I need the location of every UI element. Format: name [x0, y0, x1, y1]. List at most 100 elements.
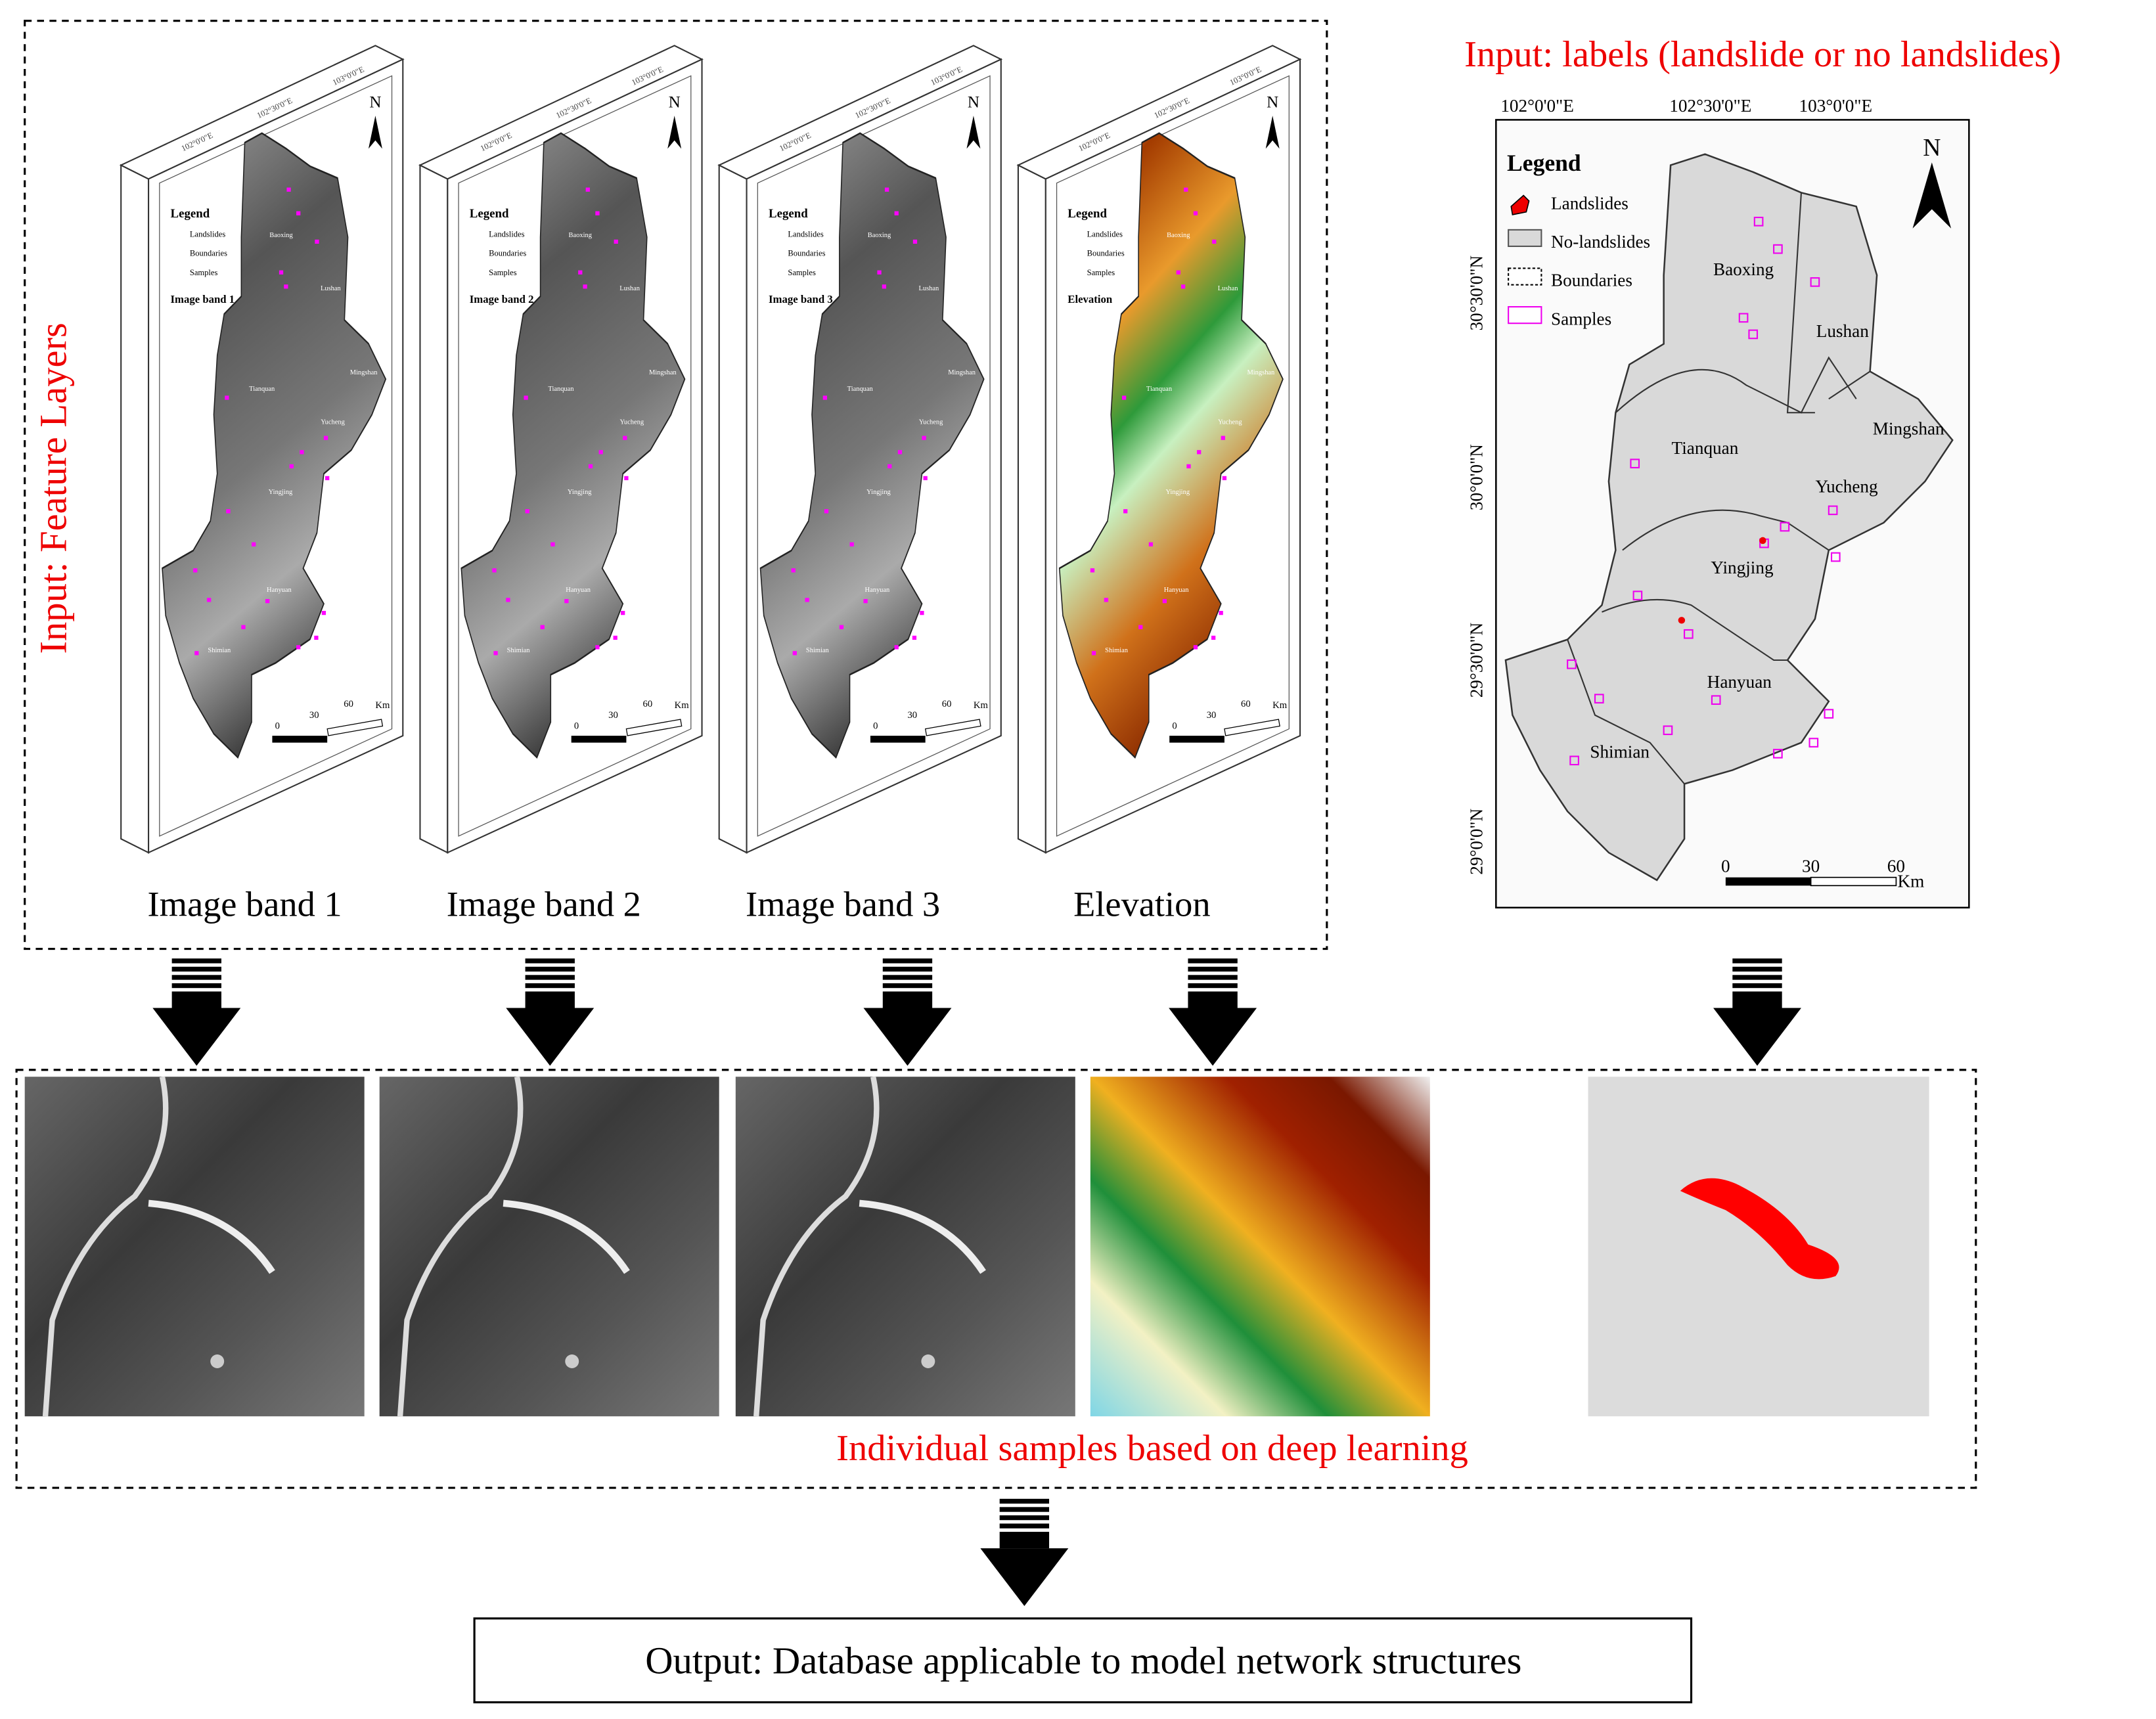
sample-marker [279, 270, 284, 275]
scale-label: 30 [1802, 856, 1820, 876]
scale-unit: Km [974, 700, 989, 711]
river [397, 1076, 524, 1417]
sample-marker [525, 509, 529, 514]
arrow-stripe [999, 1515, 1050, 1521]
landslide [1759, 537, 1766, 545]
place-label: Mingshan [1873, 419, 1944, 439]
sample-marker [1104, 598, 1109, 602]
boundary [1622, 509, 1830, 551]
place-label: Tianquan [249, 386, 275, 393]
sample-marker [1148, 542, 1154, 547]
sample-marker [922, 435, 926, 440]
sample-marker [791, 568, 796, 573]
place-label: Yingjing [1165, 489, 1190, 496]
sample-image [24, 1076, 365, 1417]
frame-side [718, 164, 748, 854]
legend-item: Landslides [1087, 229, 1123, 238]
arrow-shaft [1188, 991, 1238, 1008]
place-label: Hanyuan [566, 587, 591, 594]
arrow-stripe [882, 975, 933, 980]
sample-marker [286, 187, 291, 192]
place-label: Yucheng [919, 419, 943, 426]
arrow-stripe [1188, 983, 1238, 989]
arrow-stripe [882, 983, 933, 989]
arrow-stripe [1732, 966, 1782, 972]
river [42, 1076, 169, 1417]
feature-panel: Legend Landslides Boundaries Samples Image b… [717, 45, 1003, 924]
layer-label: Image band 3 [769, 293, 833, 305]
sample-marker [1184, 187, 1188, 192]
arrow-stripe [525, 983, 575, 989]
sample-marker [578, 270, 583, 275]
scale-bar [1169, 736, 1224, 743]
sample-marker [296, 645, 301, 650]
place-label: Lushan [1816, 321, 1869, 341]
arrow [1713, 958, 1801, 1066]
frame-inner [1056, 75, 1290, 837]
place-label: Tianquan [847, 386, 874, 393]
sample-marker [226, 509, 231, 514]
feature-panel: Legend Landslides Boundaries Samples Elevati… [1016, 45, 1302, 924]
landslide [1678, 617, 1686, 624]
samples-box [15, 1069, 1977, 1489]
sample-marker [1090, 568, 1095, 573]
sample-marker [314, 635, 319, 640]
place-label: Shimian [806, 647, 830, 654]
arrow-stripe [171, 975, 221, 980]
place-label: Yingjing [1711, 558, 1774, 577]
sample-marker [613, 635, 618, 640]
sample-marker [792, 651, 797, 656]
sample-marker [524, 395, 528, 400]
scale-label: 0 [275, 721, 280, 732]
place-label: Lushan [321, 285, 342, 292]
place-label: Mingshan [649, 369, 677, 376]
frame-inner [757, 75, 991, 837]
sample-marker [1219, 610, 1223, 615]
sample-marker [887, 464, 892, 469]
legend-title: Legend [769, 207, 808, 221]
place-label: Tianquan [1672, 438, 1739, 458]
output-box [473, 1617, 1693, 1704]
arrow-head [863, 1008, 952, 1066]
legend-item: No-landslides [1551, 232, 1650, 252]
arrow [152, 958, 241, 1066]
scale-label: 0 [1172, 721, 1177, 732]
legend-title: Legend [470, 207, 509, 221]
frame-side [1017, 164, 1046, 854]
arrow-shaft [525, 991, 575, 1008]
panel-caption: Elevation [1073, 884, 1211, 924]
arrow-stripe [999, 1507, 1050, 1512]
frame-side [419, 164, 449, 854]
arrow-stripe [882, 966, 933, 972]
sample-marker [1738, 313, 1749, 323]
arrow [506, 958, 595, 1066]
scale-bar [326, 719, 384, 736]
arrow-stripe [882, 958, 933, 964]
sample-marker [321, 610, 326, 615]
sample-marker [920, 610, 924, 615]
sample-marker [1753, 216, 1764, 227]
bright-patch [210, 1354, 225, 1368]
sample-marker [623, 435, 627, 440]
sample-marker [849, 542, 854, 547]
legend-item: Landslides [190, 229, 225, 238]
legend-symbol [1508, 306, 1542, 324]
sample-marker [241, 625, 246, 629]
sample-marker [1193, 211, 1198, 215]
arrow-stripe [1188, 966, 1238, 972]
sample-marker [252, 542, 256, 547]
elevation-sample [1090, 1077, 1430, 1417]
north: N [1923, 134, 1941, 162]
boundary [1602, 598, 1788, 661]
legend-item: Boundaries [788, 249, 825, 258]
sample-marker [193, 568, 198, 573]
sample-marker [884, 187, 889, 192]
sample-marker [1828, 505, 1838, 516]
sample-marker [1569, 755, 1579, 766]
sample-marker [284, 284, 288, 289]
sample-marker [897, 450, 903, 455]
sample-marker [1748, 329, 1759, 340]
label-title: Input: labels (landslide or no landslide… [1464, 34, 2061, 75]
arrow-stripe [525, 958, 575, 964]
